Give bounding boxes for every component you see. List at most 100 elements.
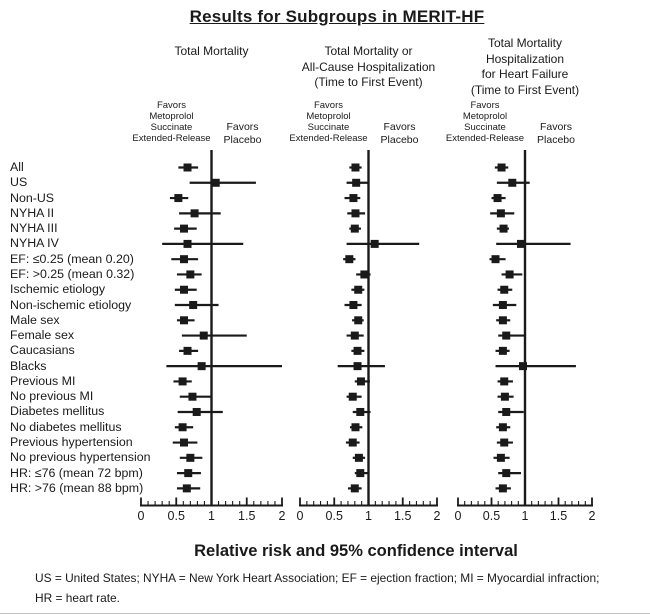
forest-row: [162, 239, 244, 248]
favors-line: Placebo: [223, 133, 262, 146]
footnote-line-2: HR = heart rate.: [35, 591, 120, 605]
point-estimate-marker: [351, 209, 360, 218]
forest-row: [496, 423, 511, 432]
favors-placebo-label-2: Favors Placebo: [372, 121, 428, 146]
forest-row: [356, 270, 371, 279]
forest-row: [494, 163, 509, 172]
point-estimate-marker: [500, 377, 509, 386]
forest-row: [166, 362, 282, 371]
favors-placebo-label-1: Favors Placebo: [215, 121, 271, 146]
favors-line: Metoprolol: [306, 111, 351, 122]
forest-row: [174, 224, 197, 233]
point-estimate-marker: [348, 392, 357, 401]
forest-row: [344, 301, 362, 310]
point-estimate-marker: [356, 407, 365, 416]
forest-row: [349, 163, 362, 172]
forest-row: [492, 301, 517, 310]
point-estimate-marker: [197, 362, 206, 371]
point-estimate-marker: [498, 301, 507, 310]
forest-row: [169, 194, 189, 203]
tick-label: 0.5: [168, 509, 185, 523]
favors-line: Extended-Release: [132, 133, 211, 144]
forest-row: [351, 346, 365, 355]
forest-row: [495, 362, 576, 371]
tick-label: 0: [455, 509, 462, 523]
point-estimate-marker: [499, 224, 508, 233]
point-estimate-marker: [178, 423, 187, 432]
forest-row: [176, 469, 201, 478]
subgroup-label: Previous hypertension: [10, 435, 133, 450]
favors-line: Favors: [313, 100, 344, 111]
forest-row: [174, 423, 194, 432]
point-estimate-marker: [180, 316, 189, 325]
panel-header-3: Total Mortality Hospitalization for Heart …: [443, 36, 607, 98]
favors-metoprolol-label-1: Favors Metoprolol Succinate Extended-Releas…: [132, 100, 212, 144]
point-estimate-marker: [352, 178, 361, 187]
point-estimate-marker: [180, 224, 189, 233]
tick-label: 1: [365, 509, 372, 523]
panel-header-line: All-Cause Hospitalization: [301, 59, 436, 74]
point-estimate-marker: [498, 346, 507, 355]
point-estimate-marker: [502, 407, 511, 416]
subgroup-label: NYHA II: [10, 205, 55, 220]
panel-header-1: Total Mortality: [130, 44, 294, 60]
tick-label: 0.5: [483, 509, 500, 523]
panel-header-line: Hospitalization: [485, 51, 565, 66]
point-estimate-marker: [498, 484, 507, 493]
tick-label: 1: [208, 509, 215, 523]
favors-line: Placebo: [537, 133, 575, 146]
favors-line: Succinate: [464, 122, 506, 133]
favors-line: Placebo: [380, 133, 419, 146]
point-estimate-marker: [180, 438, 189, 447]
panel-header-2: Total Mortality or All-Cause Hospitalizat…: [287, 44, 451, 91]
forest-row: [179, 346, 199, 355]
forest-row: [179, 453, 203, 462]
point-estimate-marker: [182, 484, 191, 493]
favors-line: Favors: [226, 121, 259, 133]
subgroup-label: EF: >0.25 (mean 0.32): [10, 266, 135, 281]
subgroup-label: US: [10, 175, 28, 190]
point-estimate-marker: [348, 438, 357, 447]
forest-row: [172, 438, 198, 447]
subgroup-label: Previous MI: [10, 373, 76, 388]
forest-row: [346, 331, 364, 340]
point-estimate-marker: [354, 316, 363, 325]
subgroup-label: No previous MI: [10, 389, 94, 404]
point-estimate-marker: [183, 163, 192, 172]
forest-row: [178, 163, 199, 172]
forest-row: [501, 270, 523, 279]
forest-row: [344, 194, 361, 203]
subgroup-label: All: [10, 160, 24, 174]
forest-row: [489, 255, 506, 264]
point-estimate-marker: [345, 255, 354, 264]
forest-row: [495, 346, 510, 355]
panel-header-line: Total Mortality or: [324, 44, 413, 58]
point-estimate-marker: [186, 270, 195, 279]
point-estimate-marker: [349, 301, 358, 310]
forest-row: [347, 209, 366, 218]
panel-header-line: (Time to First Event): [314, 75, 423, 89]
panel-1-plot: 0 0.5 1 1.5 2: [138, 150, 286, 523]
forest-row: [346, 239, 420, 248]
forest-row: [176, 484, 201, 493]
tick-label: 1.5: [550, 509, 567, 523]
subgroup-label: NYHA IV: [10, 236, 59, 251]
point-estimate-marker: [183, 346, 192, 355]
forest-row: [345, 438, 360, 447]
forest-row: [347, 484, 362, 493]
point-estimate-marker: [178, 377, 187, 386]
favors-line: Favors: [383, 121, 416, 133]
forest-row: [179, 392, 212, 401]
point-estimate-marker: [190, 209, 199, 218]
point-estimate-marker: [174, 194, 183, 203]
point-estimate-marker: [351, 163, 360, 172]
favors-metoprolol-label-3: Favors Metoprolol Succinate Extended-Releas…: [445, 100, 525, 144]
point-estimate-marker: [502, 331, 511, 340]
subgroup-label: Ischemic etiology: [10, 282, 106, 297]
subgroup-label: Caucasians: [10, 343, 75, 358]
point-estimate-marker: [496, 453, 505, 462]
forest-row: [177, 407, 223, 416]
panel-header-line: Total Mortality: [174, 44, 249, 58]
subgroup-label: Diabetes mellitus: [10, 404, 105, 419]
